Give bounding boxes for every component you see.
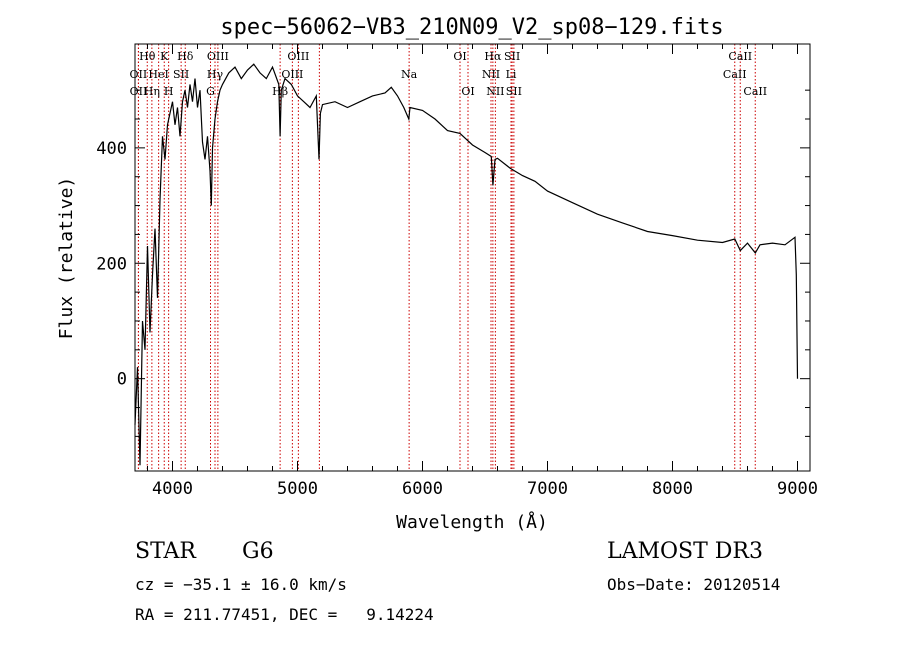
line-label-16: Na [401, 68, 418, 81]
line-label-13: OIII [281, 68, 303, 81]
x-tick-label-4: 8000 [652, 479, 693, 499]
x-tick-label-2: 6000 [402, 479, 443, 499]
line-label-1: OII [130, 68, 148, 81]
line-label-11: G [206, 85, 215, 98]
survey-name: LAMOST DR3 [607, 539, 763, 564]
x-tick-label-5: 9000 [777, 479, 818, 499]
axis-ticks: 4000 5000 6000 7000 8000 9000 0 200 400 [96, 44, 818, 499]
line-label-12: OIII [287, 50, 309, 63]
object-subclass: G6 [242, 539, 274, 564]
line-label-17: OI [453, 50, 466, 63]
line-label-22: SII [504, 50, 520, 63]
line-label-4: HeI [148, 68, 168, 81]
y-tick-label-1: 200 [96, 254, 127, 274]
line-label-9: OIII [207, 50, 229, 63]
line-label-7: SII [173, 68, 189, 81]
y-axis-label: Flux (relative) [56, 177, 77, 340]
line-label-6: H [164, 85, 174, 98]
redshift-cz: cz = −35.1 ± 16.0 km/s [135, 575, 347, 594]
ra-dec: RA = 211.77451, DEC = 9.14224 [135, 605, 434, 624]
line-label-25: CaII [728, 50, 752, 63]
chart-title: spec−56062−VB3_210N09_V2_sp08−129.fits [220, 15, 723, 40]
spectrum-series [134, 63, 799, 466]
line-label-0: Hθ [139, 50, 156, 63]
line-label-27: CaII [743, 85, 767, 98]
line-label-10: Hγ [207, 68, 224, 81]
line-label-3: Hη [144, 85, 160, 98]
line-label-23: Li [506, 68, 517, 81]
spectrum-line [134, 63, 799, 466]
line-label-19: Hα [484, 50, 502, 63]
line-label-24: SII [506, 85, 522, 98]
x-tick-label-3: 7000 [527, 479, 568, 499]
line-label-20: NII [482, 68, 500, 81]
line-label-26: CaII [723, 68, 747, 81]
line-label-21: NII [486, 85, 504, 98]
object-class: STAR [135, 539, 196, 564]
line-label-14: Hβ [272, 85, 288, 98]
y-tick-label-2: 400 [96, 139, 127, 159]
line-label-18: OI [461, 85, 474, 98]
plot-frame [134, 43, 811, 472]
y-tick-label-0: 0 [117, 370, 127, 390]
x-tick-label-0: 4000 [152, 479, 193, 499]
x-tick-label-1: 5000 [277, 479, 318, 499]
line-markers [137, 44, 756, 471]
line-label-5: K [160, 50, 169, 63]
observation-date: Obs−Date: 20120514 [607, 575, 781, 594]
x-axis-label: Wavelength (Å) [396, 511, 548, 533]
line-label-8: Hδ [177, 50, 194, 63]
line-label-2: OII [130, 85, 148, 98]
